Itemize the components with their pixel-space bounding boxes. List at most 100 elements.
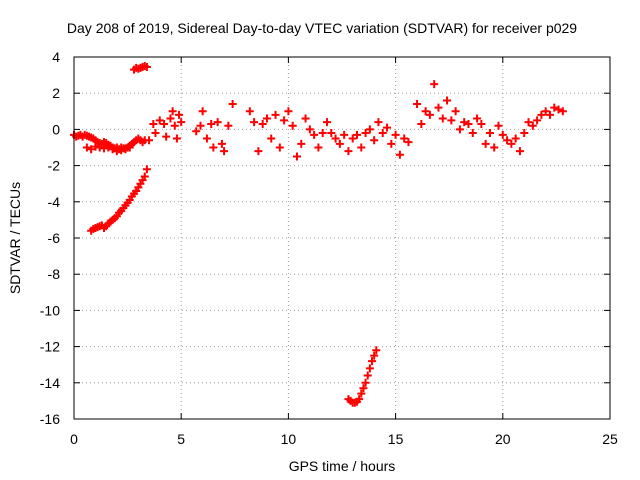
data-point (481, 139, 490, 148)
data-point (151, 129, 160, 138)
data-point (284, 107, 293, 116)
data-point (175, 110, 184, 119)
data-point (370, 351, 379, 360)
data-point (172, 134, 181, 143)
data-point (331, 134, 340, 143)
y-tick-label: -2 (48, 158, 61, 174)
data-point (365, 364, 374, 373)
data-point (372, 346, 381, 355)
data-point (365, 125, 374, 134)
data-point (258, 119, 267, 128)
x-axis-label: GPS time / hours (289, 458, 396, 474)
data-point (545, 110, 554, 119)
data-point (142, 62, 151, 71)
data-point (155, 116, 164, 125)
y-tick-label: -10 (40, 302, 60, 318)
data-point (142, 165, 151, 174)
data-point (292, 152, 301, 161)
grid-layer (74, 57, 610, 419)
data-point (550, 103, 559, 112)
data-point (468, 129, 477, 138)
data-point (528, 121, 537, 130)
data-point (511, 134, 520, 143)
data-point (267, 134, 276, 143)
data-point (82, 143, 91, 152)
data-point (425, 110, 434, 119)
data-point (490, 143, 499, 152)
x-tick-labels: 0 5 10 15 20 25 (70, 431, 618, 447)
data-point (250, 118, 259, 127)
data-point (455, 125, 464, 134)
data-point (344, 147, 353, 156)
data-point (140, 172, 149, 181)
data-point (359, 384, 368, 393)
y-tick-label: -6 (48, 230, 61, 246)
data-point (340, 130, 349, 139)
data-point (368, 357, 377, 366)
data-point (494, 121, 503, 130)
data-point (117, 146, 126, 155)
data-point (473, 114, 482, 123)
data-point (498, 130, 507, 139)
data-point (209, 143, 218, 152)
axis-ticks-layer (73, 56, 611, 420)
data-point (213, 118, 222, 127)
data-point (417, 119, 426, 128)
data-point (254, 147, 263, 156)
x-tick-label: 15 (388, 431, 404, 447)
data-point (387, 139, 396, 148)
data-point (413, 100, 422, 109)
data-point (348, 134, 357, 143)
data-point (207, 119, 216, 128)
data-point (520, 129, 529, 138)
data-point (301, 114, 310, 123)
data-point (262, 114, 271, 123)
data-point (404, 138, 413, 147)
data-point (383, 123, 392, 132)
x-tick-label: 25 (602, 431, 618, 447)
y-tick-label: -14 (40, 375, 60, 391)
y-tick-labels: 4 2 0 -2 -4 -6 -8 -10 -12 -14 -16 (40, 49, 60, 427)
data-point (391, 130, 400, 139)
x-tick-label: 20 (495, 431, 511, 447)
data-point (168, 107, 177, 116)
data-point (374, 118, 383, 127)
data-point (297, 139, 306, 148)
data-point (361, 378, 370, 387)
data-point (421, 107, 430, 116)
data-point (430, 80, 439, 89)
data-point (192, 127, 201, 136)
data-point (451, 107, 460, 116)
data-point (434, 103, 443, 112)
data-point (541, 107, 550, 116)
data-point (224, 121, 233, 130)
data-point (370, 136, 379, 145)
series-scattered-trace-3.5-to-7.5h (145, 100, 237, 156)
data-point (87, 145, 96, 154)
data-point (438, 114, 447, 123)
data-point (310, 130, 319, 139)
data-point (477, 119, 486, 128)
data-point (507, 139, 516, 148)
data-point (533, 116, 542, 125)
data-point (357, 389, 366, 398)
data-point (288, 121, 297, 130)
data-point (447, 116, 456, 125)
y-tick-label: -8 (48, 266, 61, 282)
y-axis-label: SDTVAR / TECUs (7, 182, 23, 294)
series-descending-arc-0.8-to-3.4h (87, 165, 151, 235)
data-point (305, 125, 314, 134)
data-point (355, 395, 364, 404)
data-point (160, 119, 169, 128)
x-tick-label: 10 (281, 431, 297, 447)
data-point (322, 118, 331, 127)
data-point (524, 118, 533, 127)
data-point (503, 136, 512, 145)
data-point (275, 143, 284, 152)
data-point (149, 119, 158, 128)
x-tick-label: 0 (70, 431, 78, 447)
data-point (104, 143, 113, 152)
data-point (464, 119, 473, 128)
data-point (166, 114, 175, 123)
